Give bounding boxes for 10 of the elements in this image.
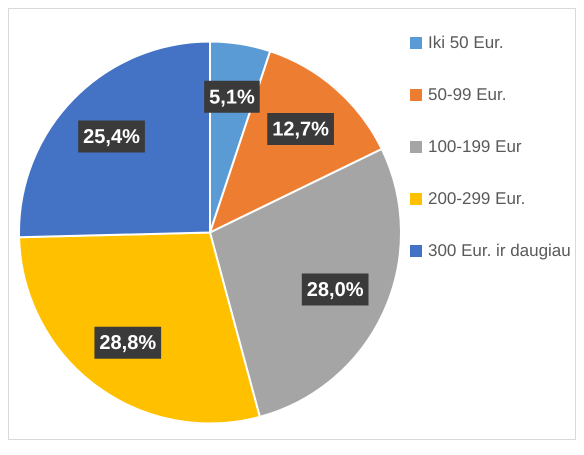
legend-label: 200-299 Eur. [428,188,526,210]
data-label: 5,1% [209,86,255,108]
legend-label: 300 Eur. ir daugiau [428,240,571,262]
legend-label: 100-199 Eur [428,136,522,158]
data-label: 25,4% [83,126,140,148]
legend-label: Iki 50 Eur. [428,32,504,54]
data-label: 12,7% [272,118,330,141]
legend-label: 50-99 Eur. [428,84,506,106]
data-label: 28,0% [306,279,364,301]
data-label: 28,8% [99,332,156,354]
